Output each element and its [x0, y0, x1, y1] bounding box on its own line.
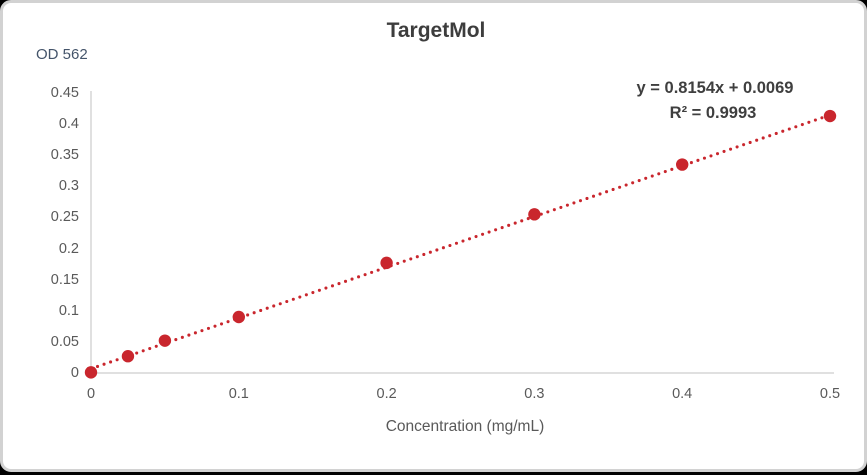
- data-point-marker: [232, 310, 245, 324]
- x-axis-tick-label: 0.1: [228, 386, 249, 402]
- y-axis-tick-label: 0.25: [50, 209, 79, 226]
- data-point-marker: [380, 256, 393, 270]
- x-axis-tick-label: 0.4: [672, 386, 693, 402]
- chart-title: TargetMol: [386, 19, 486, 42]
- x-axis-tick-label: 0.2: [376, 386, 397, 402]
- y-axis-tick-label: 0.15: [50, 271, 79, 288]
- y-axis-tick-label: 0.4: [58, 116, 79, 133]
- data-point-marker: [121, 350, 135, 363]
- x-axis-title: Concentration (mg/mL): [385, 418, 545, 435]
- data-point-marker: [676, 158, 689, 171]
- y-axis-tick-label: 0.45: [50, 85, 79, 101]
- trendline-r-squared-label: R² = 0.9993: [669, 104, 757, 122]
- trendline: [89, 113, 832, 371]
- y-axis-tick-label: 0: [70, 365, 79, 381]
- trendline-equation-label: y = 0.8154x + 0.0069: [636, 79, 794, 97]
- x-axis-tick-label: 0: [86, 386, 96, 402]
- x-axis-tick-label: 0.5: [819, 386, 841, 402]
- plot-area: [84, 91, 837, 379]
- data-point-marker: [528, 208, 541, 221]
- y-axis-tick-label: 0.1: [58, 302, 79, 319]
- y-axis-tick-label: 0.35: [50, 147, 79, 164]
- y-axis-tick-label: 0.2: [58, 240, 79, 257]
- data-point-marker: [823, 109, 837, 123]
- y-axis-tick-label: 0.3: [58, 178, 79, 195]
- y-axis-title: OD 562: [36, 46, 88, 63]
- y-axis-tick-label: 0.05: [50, 333, 79, 350]
- data-point-marker: [158, 334, 172, 347]
- x-axis-tick-label: 0.3: [524, 386, 545, 402]
- data-point-marker: [84, 366, 98, 379]
